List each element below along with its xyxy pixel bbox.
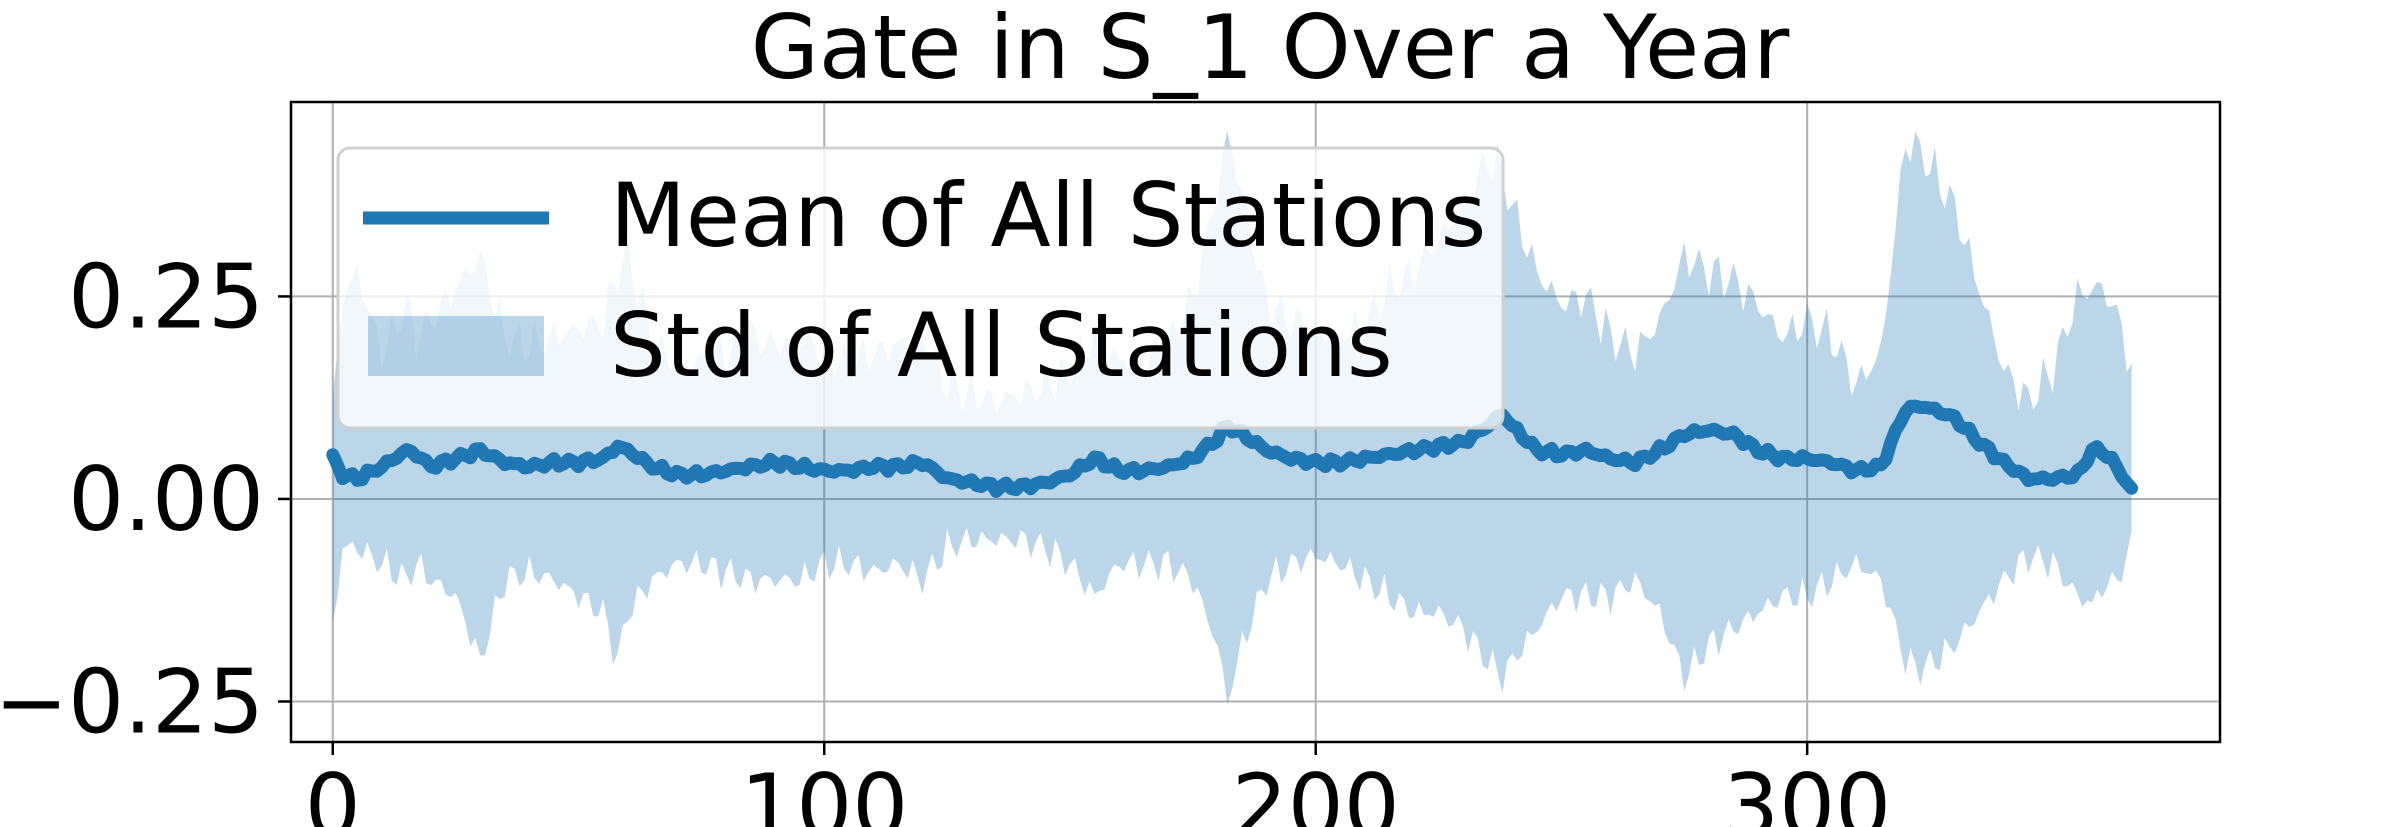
- y-tick-label: 0.00: [68, 448, 264, 551]
- legend-std-label: Std of All Stations: [610, 294, 1393, 397]
- x-tick-label: 100: [740, 755, 908, 827]
- x-tick-label: 200: [1232, 755, 1400, 827]
- y-tick-label: 0.25: [68, 245, 264, 348]
- y-tick-label: −0.25: [0, 650, 264, 753]
- chart-title: Gate in S_1 Over a Year: [751, 0, 1790, 99]
- mean-line: [326, 399, 2139, 498]
- legend-box: [336, 146, 1505, 430]
- legend-std-swatch: [368, 316, 544, 376]
- plot-frame: [289, 100, 2222, 744]
- x-tick-label: 300: [1723, 755, 1891, 827]
- legend-mean-label: Mean of All Stations: [610, 164, 1486, 267]
- legend: Mean of All Stations Std of All Stations: [336, 146, 1505, 430]
- axis-ticks: 0 100 200 300 −0.25 0.00 0.25: [0, 245, 1891, 827]
- x-tick-label: 0: [305, 755, 361, 827]
